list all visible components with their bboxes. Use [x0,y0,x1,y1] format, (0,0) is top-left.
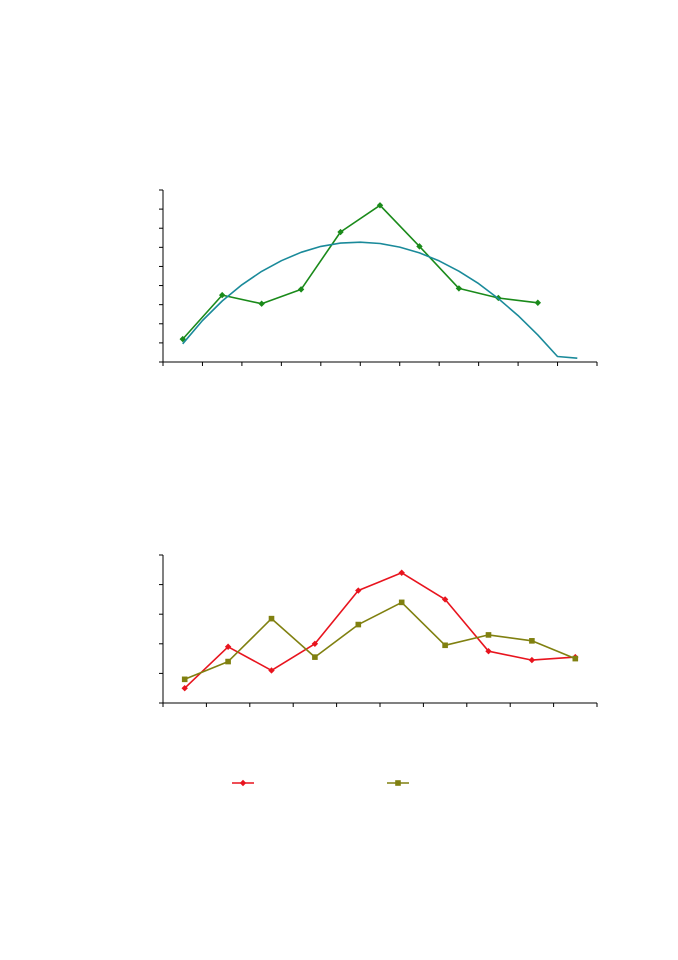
series-1-point [224,643,232,650]
series-2-point [355,621,362,628]
series-1-point [258,300,265,307]
series-1-line [184,571,576,689]
series-1-point [376,202,384,209]
series-2-point [181,676,188,683]
trend-line [182,241,578,359]
chart-1 [159,189,598,366]
series-1-point [268,667,275,674]
series-1-point [218,291,226,299]
series-2-point [442,642,448,649]
series-1-point [181,685,188,692]
series-1-point [416,243,423,250]
legend-marker-series-1 [239,779,247,787]
series-1-line [182,204,538,340]
series-1-point [534,299,542,306]
series-2-line [184,601,576,681]
series-2-point [572,655,579,662]
series-1-point [485,648,492,655]
series-2-point [529,638,535,644]
series-2-point [485,632,492,638]
series-2-point [398,599,405,606]
series-1-point [297,286,305,293]
series-1-point [441,596,449,603]
series-2-point [268,615,275,622]
series-1-point [528,656,536,664]
series-1-point [311,640,319,647]
series-1-point [337,228,344,236]
series-1-point [455,285,463,292]
series-2-point [225,658,231,665]
series-2-point [312,654,318,660]
chart-2 [159,554,598,707]
series-1-point [398,569,405,576]
legend-marker-series-2 [395,780,401,786]
series-1-point [355,587,362,594]
chart-2-legend [232,779,409,787]
